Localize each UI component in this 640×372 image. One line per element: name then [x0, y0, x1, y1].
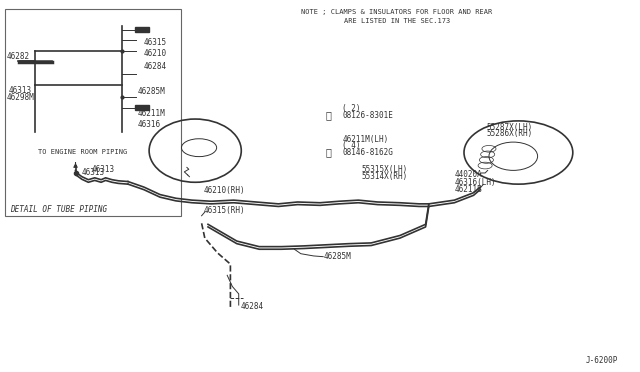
Text: ( 4): ( 4) — [342, 141, 361, 150]
Text: 44020A: 44020A — [454, 170, 482, 179]
Text: TO ENGINE ROOM PIPING: TO ENGINE ROOM PIPING — [38, 150, 127, 155]
Text: 08126-8301E: 08126-8301E — [342, 111, 393, 120]
Text: 46313: 46313 — [82, 168, 105, 177]
Text: 46284: 46284 — [144, 62, 167, 71]
Text: NOTE ; CLAMPS & INSULATORS FOR FLOOR AND REAR: NOTE ; CLAMPS & INSULATORS FOR FLOOR AND… — [301, 9, 492, 15]
Text: Ⓑ: Ⓑ — [325, 148, 331, 157]
Text: J-6200P: J-6200P — [585, 356, 618, 365]
Text: 46285M: 46285M — [138, 87, 165, 96]
Text: 46211M: 46211M — [138, 109, 165, 118]
Text: DETAIL OF TUBE PIPING: DETAIL OF TUBE PIPING — [10, 205, 107, 214]
Text: 46315: 46315 — [144, 38, 167, 47]
Text: 46285M: 46285M — [323, 252, 351, 261]
Text: 55287X(LH): 55287X(LH) — [486, 123, 532, 132]
Text: 46298M: 46298M — [6, 93, 34, 102]
Text: 46316(LH): 46316(LH) — [454, 178, 496, 187]
Text: 46210: 46210 — [144, 49, 167, 58]
Bar — [135, 27, 149, 32]
Text: 08146-8162G: 08146-8162G — [342, 148, 393, 157]
Text: ARE LISTED IN THE SEC.173: ARE LISTED IN THE SEC.173 — [344, 18, 450, 24]
Text: 46284: 46284 — [241, 302, 264, 311]
Text: 46313: 46313 — [92, 165, 115, 174]
Bar — [5, 9, 181, 216]
Text: Ⓑ: Ⓑ — [325, 110, 331, 120]
Text: ( 2): ( 2) — [342, 104, 361, 113]
Text: 46211B: 46211B — [454, 185, 482, 194]
Text: 55315X(LH): 55315X(LH) — [362, 165, 408, 174]
Text: 46282: 46282 — [6, 52, 29, 61]
Text: 46316: 46316 — [138, 120, 161, 129]
Text: 46210(RH): 46210(RH) — [204, 186, 245, 195]
Text: 55314X(RH): 55314X(RH) — [362, 172, 408, 181]
Text: 46315(RH): 46315(RH) — [204, 206, 245, 215]
Bar — [135, 105, 149, 110]
Text: 46211M(LH): 46211M(LH) — [342, 135, 388, 144]
Text: 55286X(RH): 55286X(RH) — [486, 129, 532, 138]
Text: 46313: 46313 — [8, 86, 31, 95]
